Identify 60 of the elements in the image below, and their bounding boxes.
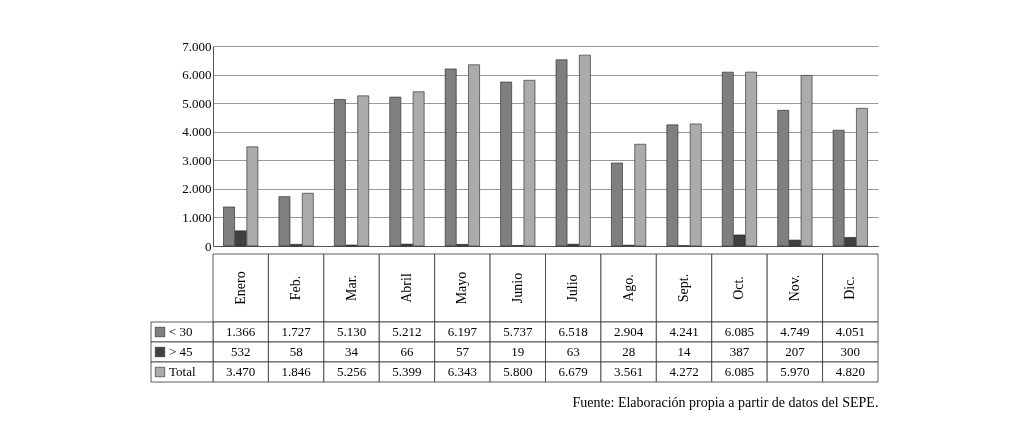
data-label: 3.561 (614, 364, 644, 379)
data-label: 4.241 (669, 324, 699, 339)
x-tick-label: Enero (232, 271, 248, 305)
data-label: 6.085 (724, 324, 755, 339)
data-label: 5.212 (392, 324, 422, 339)
data-label: 4.749 (780, 324, 810, 339)
data-label: 4.820 (835, 364, 865, 379)
y-tick-label: 5.000 (182, 95, 212, 111)
x-tick-label: Dic. (842, 276, 858, 300)
data-label: 5.737 (503, 324, 533, 339)
x-tick-label: Nov. (786, 274, 802, 302)
data-label: 1.727 (281, 324, 312, 339)
data-label: 3.470 (226, 364, 256, 379)
data-label: 6.197 (447, 324, 478, 339)
data-label: 532 (230, 344, 251, 359)
data-label: 6.085 (724, 364, 755, 379)
data-label: 5.970 (780, 364, 810, 379)
data-label: 14 (677, 344, 692, 359)
data-label: 5.256 (336, 364, 367, 379)
source-note: Fuente: Elaboración propia a partir de datos del SEPE. (572, 395, 879, 411)
x-tick-label: Julio (565, 274, 581, 302)
data-label: 1.366 (226, 324, 256, 339)
data-label: 1.846 (281, 364, 312, 379)
x-tick-label: Mayo (454, 271, 470, 305)
y-tick-label: 1.000 (182, 209, 212, 225)
data-label: 58 (289, 344, 303, 359)
legend-label: > 45 (169, 344, 193, 359)
data-label: 5.800 (503, 364, 533, 379)
x-tick-label: Sept. (676, 273, 692, 303)
data-label: 2.904 (614, 324, 644, 339)
data-label: 57 (455, 344, 470, 359)
y-tick-label: 4.000 (182, 124, 212, 140)
data-label: 207 (785, 344, 806, 359)
data-label: 6.343 (447, 364, 477, 379)
data-label: 28 (622, 344, 636, 359)
data-label: 4.051 (835, 324, 865, 339)
data-label: 5.399 (392, 364, 422, 379)
legend-label: < 30 (169, 324, 193, 339)
x-tick-label: Mar. (343, 274, 359, 302)
x-tick-label: Feb. (288, 275, 304, 301)
y-tick-label: 7.000 (182, 38, 212, 54)
y-tick-label: 0 (205, 238, 212, 254)
data-label: 34 (345, 344, 359, 359)
x-tick-label: Ago. (620, 274, 636, 302)
data-label: 6.518 (558, 324, 588, 339)
data-label: 66 (400, 344, 414, 359)
y-tick-label: 2.000 (182, 181, 212, 197)
x-tick-label: Oct. (731, 276, 747, 300)
data-label: 63 (566, 344, 580, 359)
data-label: 19 (511, 344, 525, 359)
y-tick-label: 3.000 (182, 152, 212, 168)
x-tick-label: Abril (398, 273, 414, 303)
y-tick-label: 6.000 (182, 67, 212, 83)
legend-label: Total (169, 364, 196, 379)
data-label: 4.272 (669, 364, 699, 379)
data-label: 6.679 (558, 364, 588, 379)
x-tick-label: Junio (509, 272, 525, 304)
data-label: 387 (729, 344, 750, 359)
data-label: 300 (840, 344, 861, 359)
data-label: 5.130 (336, 324, 367, 339)
